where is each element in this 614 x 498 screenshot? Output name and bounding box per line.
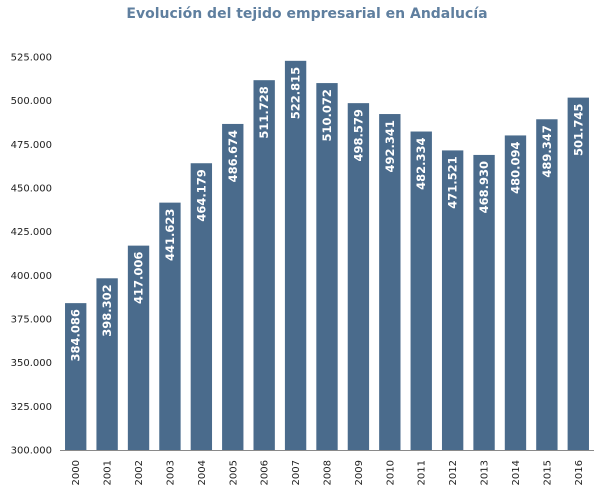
bar-2013 xyxy=(473,154,495,450)
data-label: 486.674 xyxy=(226,130,240,182)
bar-2010 xyxy=(379,114,401,451)
x-tick-label: 2010 xyxy=(385,460,396,485)
x-tick-label: 2000 xyxy=(71,460,82,485)
chart-title: Evolución del tejido empresarial en Anda… xyxy=(126,6,488,22)
data-label: 522.815 xyxy=(289,67,303,119)
x-tick-label: 2004 xyxy=(197,460,208,485)
data-label: 510.072 xyxy=(320,89,334,141)
data-label: 468.930 xyxy=(477,161,491,213)
bar-2003 xyxy=(159,202,181,450)
bar-2016 xyxy=(567,97,589,450)
data-label: 482.334 xyxy=(414,138,428,190)
bar-2015 xyxy=(536,119,558,451)
y-tick-label: 450.000 xyxy=(11,184,52,195)
y-tick-label: 500.000 xyxy=(11,96,52,107)
y-tick-label: 375.000 xyxy=(11,315,52,326)
data-label: 471.521 xyxy=(446,156,460,208)
x-tick-label: 2011 xyxy=(417,460,428,485)
bar-2000 xyxy=(65,303,87,450)
bar-2001 xyxy=(96,278,118,450)
data-label: 398.302 xyxy=(100,284,114,336)
data-label: 384.086 xyxy=(69,309,83,361)
x-tick-label: 2007 xyxy=(291,460,302,485)
x-tick-label: 2014 xyxy=(511,460,522,485)
data-label: 492.341 xyxy=(383,120,397,172)
y-tick-label: 350.000 xyxy=(11,358,52,369)
x-tick-label: 2005 xyxy=(228,460,239,485)
bar-2007 xyxy=(284,60,307,450)
x-tick-label: 2008 xyxy=(323,460,334,485)
data-label: 498.579 xyxy=(351,109,365,161)
bar-2012 xyxy=(441,150,464,451)
data-label: 501.745 xyxy=(571,104,585,156)
bar-2009 xyxy=(347,103,370,450)
x-tick-label: 2013 xyxy=(480,460,491,485)
y-tick-label: 475.000 xyxy=(11,140,52,151)
x-tick-label: 2015 xyxy=(542,460,553,485)
data-label: 511.728 xyxy=(257,86,271,138)
bar-2002 xyxy=(127,245,150,450)
x-tick-label: 2006 xyxy=(260,460,271,485)
x-tick-label: 2009 xyxy=(354,460,365,485)
x-tick-label: 2001 xyxy=(103,460,114,485)
x-tick-label: 2002 xyxy=(134,460,145,485)
bar-2008 xyxy=(316,83,338,450)
bar-2004 xyxy=(190,163,213,450)
y-tick-label: 325.000 xyxy=(11,402,52,413)
bar-2006 xyxy=(253,80,275,450)
bar-2005 xyxy=(222,123,244,450)
data-label: 480.094 xyxy=(508,141,522,193)
y-tick-label: 400.000 xyxy=(11,271,52,282)
bar-2014 xyxy=(504,135,527,451)
x-tick-label: 2003 xyxy=(165,460,176,485)
data-label: 417.006 xyxy=(132,252,146,304)
data-label: 489.347 xyxy=(540,125,554,177)
y-tick-label: 425.000 xyxy=(11,227,52,238)
data-label: 441.623 xyxy=(163,209,177,261)
bar-2011 xyxy=(410,131,432,450)
x-tick-label: 2016 xyxy=(574,460,585,485)
y-tick-label: 525.000 xyxy=(11,53,52,64)
data-label: 464.179 xyxy=(194,169,208,221)
y-tick-label: 300.000 xyxy=(11,446,52,457)
x-tick-label: 2012 xyxy=(448,460,459,485)
